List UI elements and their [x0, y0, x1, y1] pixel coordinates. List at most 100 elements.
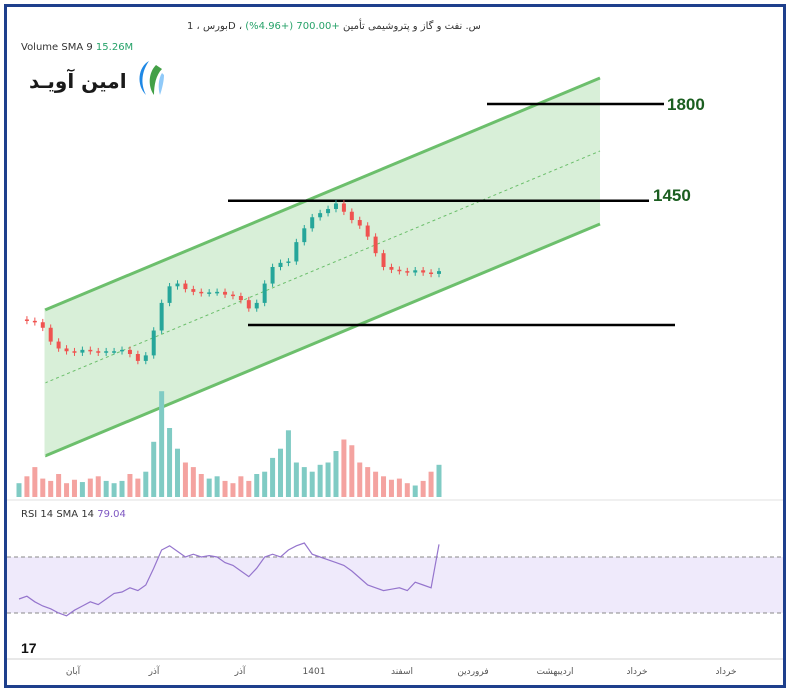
candle-body	[230, 294, 235, 297]
chart-frame: آبان آذر آذر 1401 اسفند فروردین اردیبهشت خرداد خ…	[4, 4, 786, 688]
price-change: +700.00 (+4.96%)	[245, 21, 340, 32]
candle-body	[40, 322, 45, 328]
volume-bar	[373, 471, 379, 497]
volume-bar	[159, 391, 165, 497]
candle-body	[159, 302, 164, 331]
volume-bar	[412, 485, 418, 497]
candle-body	[24, 319, 29, 321]
candle-body	[183, 283, 188, 290]
candle-body	[413, 270, 418, 273]
channel-lower-line	[44, 222, 601, 458]
candle-body	[357, 220, 362, 226]
symbol-header: بورس ، 1D ، س. نفت و گاز و پتروشیمی تأمی…	[187, 21, 481, 32]
volume-bar	[365, 467, 371, 497]
volume-bar	[238, 476, 244, 497]
candle-body	[64, 348, 69, 352]
candle-body	[254, 302, 259, 309]
volume-bar	[381, 476, 387, 497]
candle-body	[88, 349, 93, 352]
rsi-label: RSI 14 SMA 14	[21, 509, 95, 520]
rsi-band-fill	[7, 557, 783, 613]
volume-bar	[64, 483, 70, 497]
volume-bar	[16, 483, 22, 497]
volume-bar	[333, 451, 339, 497]
volume-bar	[143, 471, 149, 497]
volume-value: 15.26M	[95, 42, 134, 53]
x-axis: آبان آذر آذر 1401 اسفند فروردین اردیبهشت خرداد خ…	[66, 665, 737, 677]
volume-bar	[40, 478, 46, 497]
candle-body	[373, 236, 378, 254]
volume-bar	[262, 471, 268, 497]
amin-avid-logo-icon	[139, 61, 164, 95]
volume-bar	[293, 462, 299, 497]
rsi-pane	[7, 542, 783, 617]
volume-bar	[428, 471, 434, 497]
volume-bar	[270, 457, 276, 497]
volume-bar	[95, 476, 101, 497]
candle-body	[104, 351, 109, 353]
volume-label: Volume SMA 9	[21, 42, 93, 53]
candle-body	[223, 291, 228, 295]
volume-bar	[119, 480, 125, 497]
volume-bar	[230, 483, 236, 497]
channel-mid-line	[44, 150, 601, 384]
volume-bar	[151, 441, 157, 497]
volume-bars	[16, 391, 442, 497]
candle-body	[48, 327, 53, 342]
tradingview-logo: 17	[21, 640, 37, 656]
volume-bar	[420, 480, 426, 497]
candle-body	[215, 291, 220, 294]
candle-body	[238, 295, 243, 301]
volume-bar	[404, 483, 410, 497]
candle-body	[341, 203, 346, 212]
level-label-1450: 1450	[653, 186, 691, 205]
symbol-title: بورس ، 1D ، س. نفت و گاز و پتروشیمی تأمی…	[187, 21, 481, 32]
volume-bar	[206, 478, 212, 497]
volume-bar	[246, 480, 252, 497]
rsi-line	[18, 542, 440, 617]
candle-body	[151, 330, 156, 356]
candle-body	[262, 283, 267, 303]
candle-body	[32, 320, 37, 323]
rsi-value: 79.04	[97, 509, 126, 520]
x-tick-label: خرداد	[626, 667, 647, 677]
candle-body	[56, 341, 61, 349]
candle-body	[429, 272, 434, 275]
price-candles	[24, 200, 441, 365]
rsi-legend: RSI 14 SMA 14 79.04	[21, 509, 126, 520]
volume-legend: Volume SMA 9 15.26M	[21, 42, 133, 53]
channel-upper-line	[44, 76, 601, 312]
candle-body	[127, 349, 132, 355]
volume-bar	[317, 464, 323, 497]
volume-bar	[79, 482, 85, 497]
x-tick-label: آذر	[148, 665, 160, 677]
candle-body	[381, 253, 386, 267]
brand-logo-text: امین آویـد	[29, 69, 127, 93]
candle-body	[294, 242, 299, 262]
volume-bar	[32, 467, 38, 497]
candle-body	[365, 225, 370, 237]
volume-bar	[349, 445, 355, 497]
volume-bar	[87, 478, 93, 497]
candle-body	[270, 266, 275, 284]
candle-body	[437, 271, 441, 274]
volume-bar	[285, 430, 291, 497]
candle-body	[389, 266, 394, 270]
candle-body	[143, 355, 148, 361]
volume-bar	[357, 462, 363, 497]
volume-bar	[388, 479, 394, 497]
candle-body	[397, 269, 402, 272]
candle-body	[175, 283, 180, 287]
volume-bar	[309, 471, 315, 497]
volume-bar	[222, 480, 228, 497]
candle-body	[207, 292, 212, 294]
chart-canvas[interactable]: آبان آذر آذر 1401 اسفند فروردین اردیبهشت خرداد خ…	[7, 7, 783, 685]
candle-body	[333, 203, 338, 209]
volume-bar	[174, 448, 180, 497]
candle-body	[349, 211, 354, 221]
volume-bar	[198, 474, 204, 497]
x-tick-label: آذر	[234, 665, 246, 677]
candle-body	[278, 262, 283, 267]
volume-bar	[278, 448, 284, 497]
candle-body	[135, 354, 140, 361]
